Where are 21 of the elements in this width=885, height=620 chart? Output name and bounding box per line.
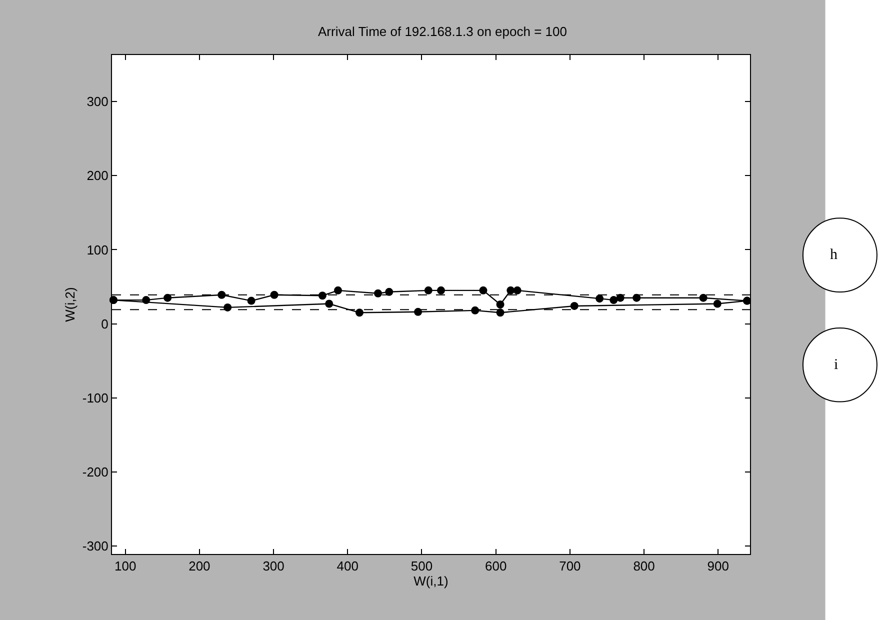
y-tick-label: -100 bbox=[82, 390, 108, 406]
x-tick-label: 900 bbox=[707, 558, 729, 574]
y-tick-label: 0 bbox=[101, 316, 108, 332]
x-tick-label: 600 bbox=[484, 558, 507, 574]
y-tick-label: -300 bbox=[82, 538, 108, 554]
y-tick-label: 300 bbox=[86, 94, 108, 110]
y-tick-label: 100 bbox=[86, 242, 108, 258]
text: i bbox=[834, 357, 838, 373]
text: h bbox=[830, 247, 838, 263]
x-tick-label: 100 bbox=[114, 558, 136, 574]
x-tick-label: 400 bbox=[336, 558, 358, 574]
x-tick-label: 300 bbox=[262, 558, 284, 574]
y-tick-label: 200 bbox=[86, 168, 108, 184]
y-tick-label: -200 bbox=[82, 464, 108, 480]
x-tick-label: 200 bbox=[188, 558, 210, 574]
y-axis-title: W(i,2) bbox=[62, 287, 78, 322]
x-tick-label: 800 bbox=[633, 558, 655, 574]
x-axis-title: W(i,1) bbox=[414, 574, 448, 589]
x-tick-label: 500 bbox=[410, 558, 433, 574]
x-tick-label: 700 bbox=[559, 558, 581, 574]
chart-title: Arrival Time of 192.168.1.3 on epoch = 100 bbox=[318, 24, 567, 39]
